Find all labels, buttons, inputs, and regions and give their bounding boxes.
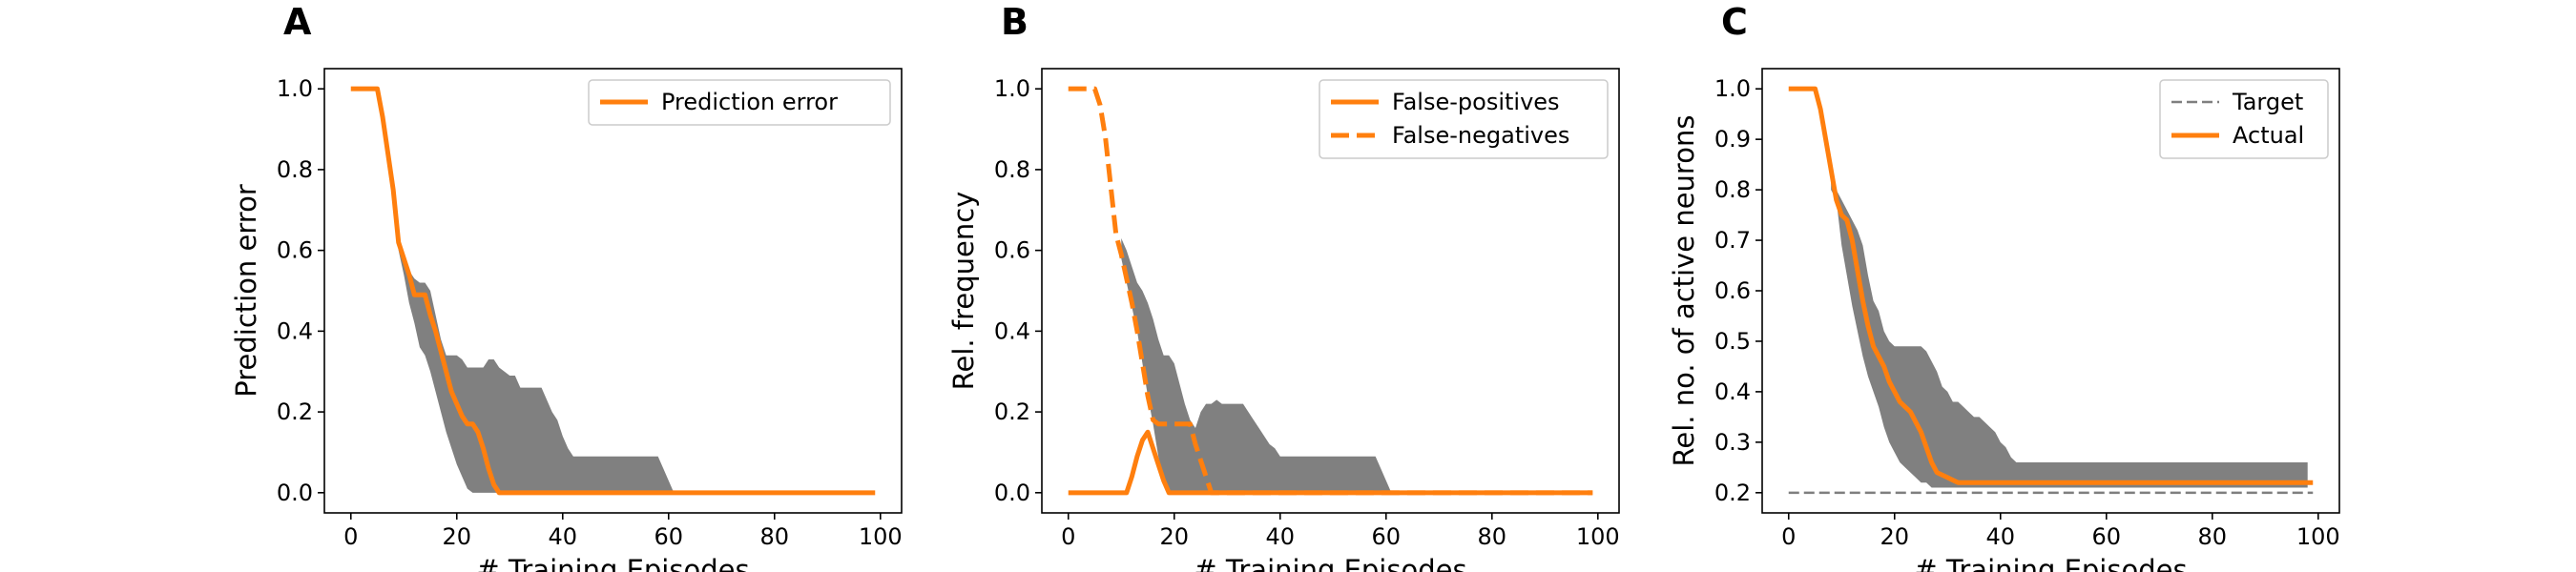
series-line-0 — [350, 86, 876, 496]
confidence-band — [398, 237, 876, 493]
axes-frame — [323, 68, 903, 514]
x-tick-label: 60 — [1372, 523, 1402, 550]
series-line-0 — [1068, 429, 1593, 496]
y-tick-label: 0.2 — [994, 398, 1030, 425]
legend-box — [1319, 79, 1609, 159]
y-tick-label: 0.9 — [1714, 126, 1751, 153]
y-tick-label: 1.0 — [1714, 75, 1751, 102]
legend: Prediction error — [588, 79, 891, 126]
legend-label: False-negatives — [1392, 122, 1569, 149]
x-tick-label: 0 — [1061, 523, 1075, 550]
x-tick-label: 40 — [1985, 523, 2015, 550]
panel-b: B 0 20 40 60 80 100 0.0 0.2 0.4 0.6 0.8 1.0 # Trainin… — [947, 1, 1620, 572]
y-tick-label: 0.2 — [277, 398, 313, 425]
confidence-band — [1121, 237, 1593, 493]
x-tick-label: 100 — [2296, 523, 2340, 550]
x-tick-label: 0 — [343, 523, 358, 550]
axes-frame — [1041, 68, 1620, 514]
x-tick-label: 60 — [2092, 523, 2122, 550]
x-tick-label: 0 — [1781, 523, 1796, 550]
x-axis-label: # Training Episodes — [1194, 554, 1466, 572]
y-tick-label: 0.4 — [994, 317, 1030, 344]
y-axis-label: Prediction error — [230, 184, 262, 398]
legend-label: Actual — [2233, 122, 2304, 149]
panel-letter: C — [1721, 1, 1748, 43]
x-tick-label: 80 — [760, 523, 790, 550]
series-line-1 — [1788, 86, 2314, 485]
y-tick-label: 0.2 — [1714, 480, 1751, 506]
y-axis-label: Rel. frequency — [947, 192, 980, 391]
legend-box — [2159, 79, 2329, 159]
y-axis-label: Rel. no. of active neurons — [1668, 115, 1700, 467]
confidence-band — [1831, 179, 2308, 488]
series-line-1 — [1068, 86, 1593, 496]
x-tick-label: 80 — [1478, 523, 1507, 550]
y-tick-label: 0.6 — [277, 237, 313, 264]
legend-box — [588, 79, 891, 126]
y-tick-label: 0.8 — [994, 156, 1030, 183]
x-axis-label: # Training Episodes — [476, 554, 749, 572]
y-tick-label: 0.6 — [994, 237, 1030, 264]
y-tick-label: 0.8 — [277, 156, 313, 183]
y-tick-label: 0.4 — [277, 317, 313, 344]
y-tick-label: 0.5 — [1714, 328, 1751, 355]
y-tick-label: 1.0 — [277, 75, 313, 102]
y-tick-label: 1.0 — [994, 75, 1030, 102]
legend-label: Prediction error — [661, 89, 838, 115]
y-tick-label: 0.8 — [1714, 176, 1751, 203]
x-tick-label: 100 — [859, 523, 903, 550]
x-tick-label: 40 — [548, 523, 577, 550]
legend: Target Actual — [2159, 79, 2329, 159]
x-tick-label: 100 — [1576, 523, 1620, 550]
y-tick-label: 0.0 — [994, 480, 1030, 506]
y-tick-label: 0.4 — [1714, 378, 1751, 405]
legend: False-positives False-negatives — [1319, 79, 1609, 159]
panel-letter: B — [1001, 1, 1028, 43]
y-tick-label: 0.0 — [277, 480, 313, 506]
x-tick-label: 20 — [442, 523, 471, 550]
x-tick-label: 20 — [1880, 523, 1909, 550]
x-tick-label: 20 — [1159, 523, 1189, 550]
x-tick-label: 60 — [654, 523, 684, 550]
x-axis-label: # Training Episodes — [1914, 554, 2187, 572]
y-tick-label: 0.3 — [1714, 429, 1751, 456]
panel-a: A 0 20 40 60 80 100 0.0 0.2 0.4 0.6 0.8 1.0 # Trainin… — [230, 1, 903, 572]
panel-letter: A — [283, 1, 312, 43]
x-tick-label: 40 — [1265, 523, 1295, 550]
x-tick-label: 80 — [2198, 523, 2228, 550]
y-tick-label: 0.6 — [1714, 277, 1751, 304]
legend-label: Target — [2232, 89, 2303, 115]
legend-label: False-positives — [1392, 89, 1560, 115]
panel-c: C 0 20 40 60 80 100 0.2 0.3 0.4 0.5 0.6 0.7 0.8 0.9 1.0… — [1668, 1, 2340, 572]
y-tick-label: 0.7 — [1714, 227, 1751, 254]
